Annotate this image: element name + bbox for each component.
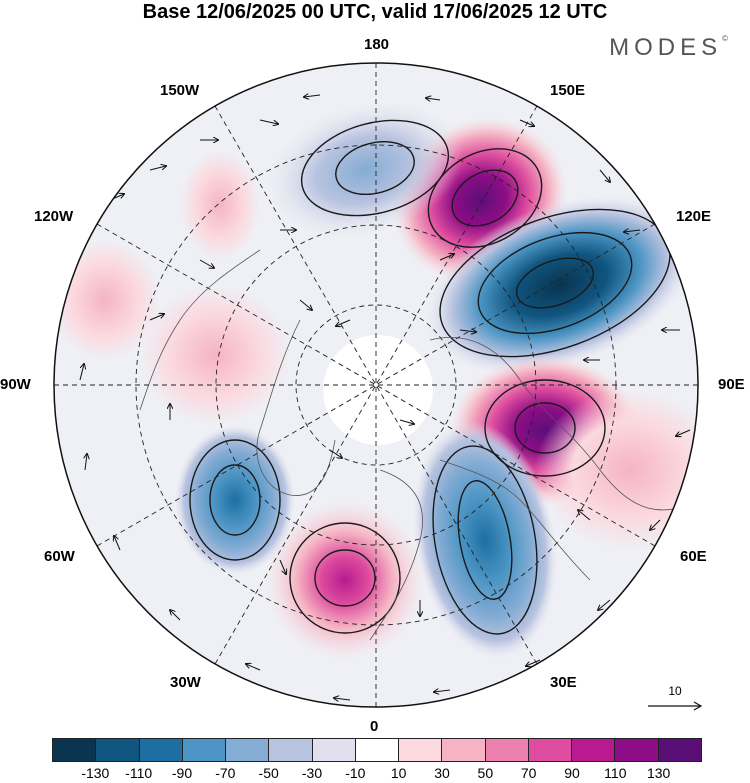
colorbar-tick-label: 70 xyxy=(520,765,537,781)
colorbar-tick-label: 90 xyxy=(564,765,580,781)
colorbar-tick-label: 110 xyxy=(604,765,627,781)
anomaly-alaska-low xyxy=(266,102,464,238)
colorbar-swatch xyxy=(53,739,97,761)
colorbar xyxy=(52,738,702,762)
colorbar-tick-label: -110 xyxy=(125,765,153,781)
colorbar-swatch xyxy=(658,739,701,761)
lon-label-0: 0 xyxy=(370,718,379,735)
anomaly-canada-high xyxy=(140,285,290,425)
colorbar-swatch xyxy=(139,739,183,761)
lon-label-180: 180 xyxy=(364,36,390,53)
colorbar-swatch xyxy=(399,739,443,761)
map-border xyxy=(53,62,699,708)
modes-logo: MODES© xyxy=(609,34,728,62)
lon-label-30e: 30E xyxy=(550,674,577,691)
colorbar-swatch xyxy=(355,739,400,761)
reference-vector: 10 xyxy=(646,684,704,714)
copyright-mark: © xyxy=(722,34,728,43)
lon-label-120w: 120W xyxy=(34,208,74,225)
colorbar-swatch xyxy=(226,739,270,761)
colorbar-swatch xyxy=(485,739,529,761)
colorbar-swatch xyxy=(96,739,140,761)
chart-title: Base 12/06/2025 00 UTC, valid 17/06/2025… xyxy=(142,1,608,23)
map-field xyxy=(54,63,698,707)
colorbar-tick-label: -90 xyxy=(171,765,193,781)
colorbar-tick-label: -30 xyxy=(301,765,323,781)
brand-text: MODES xyxy=(609,34,723,61)
lon-label-90e: 90E xyxy=(718,376,745,393)
coastlines xyxy=(139,249,698,641)
pole-neutral-area xyxy=(323,335,433,445)
graticule xyxy=(54,63,698,707)
colorbar-swatch xyxy=(572,739,616,761)
lon-label-90w: 90W xyxy=(0,376,31,393)
anomaly-russia-low xyxy=(412,421,558,659)
lon-label-30w: 30W xyxy=(170,674,201,691)
colorbar-tick-label: 10 xyxy=(390,765,407,781)
colorbar-tick-label: -10 xyxy=(345,765,366,781)
lon-label-150e: 150E xyxy=(550,82,586,99)
colorbar-tick-label: 30 xyxy=(434,765,450,781)
colorbar-swatch xyxy=(442,739,486,761)
colorbar-tick-label: -130 xyxy=(81,765,110,781)
colorbar-tick-label: 50 xyxy=(477,765,494,781)
lon-label-60e: 60E xyxy=(680,548,707,565)
colorbar-swatch xyxy=(615,739,659,761)
colorbar-swatch xyxy=(312,739,356,761)
lon-label-150w: 150W xyxy=(160,82,200,99)
anomaly-northeast-pacific-high xyxy=(54,240,160,360)
colorbar-swatch xyxy=(528,739,573,761)
colorbar-tick-label: 130 xyxy=(646,765,671,781)
reference-vector-label: 10 xyxy=(668,684,682,698)
contour-lines xyxy=(189,119,671,635)
colorbar-swatch xyxy=(269,739,313,761)
lon-label-60w: 60W xyxy=(44,548,75,565)
colorbar-swatch xyxy=(182,739,227,761)
colorbar-tick-label: -70 xyxy=(215,765,236,781)
anomaly-labrador-low xyxy=(175,425,295,575)
anomaly-bering-high xyxy=(180,150,260,260)
colorbar-labels: -130 -110 -90 -70 -50 -30 -10 10 30 50 70 90 110 130 xyxy=(52,765,702,783)
lon-label-120e: 120E xyxy=(676,208,712,225)
colorbar-tick-label: -50 xyxy=(258,765,279,781)
reference-vector-arrow xyxy=(648,701,703,711)
